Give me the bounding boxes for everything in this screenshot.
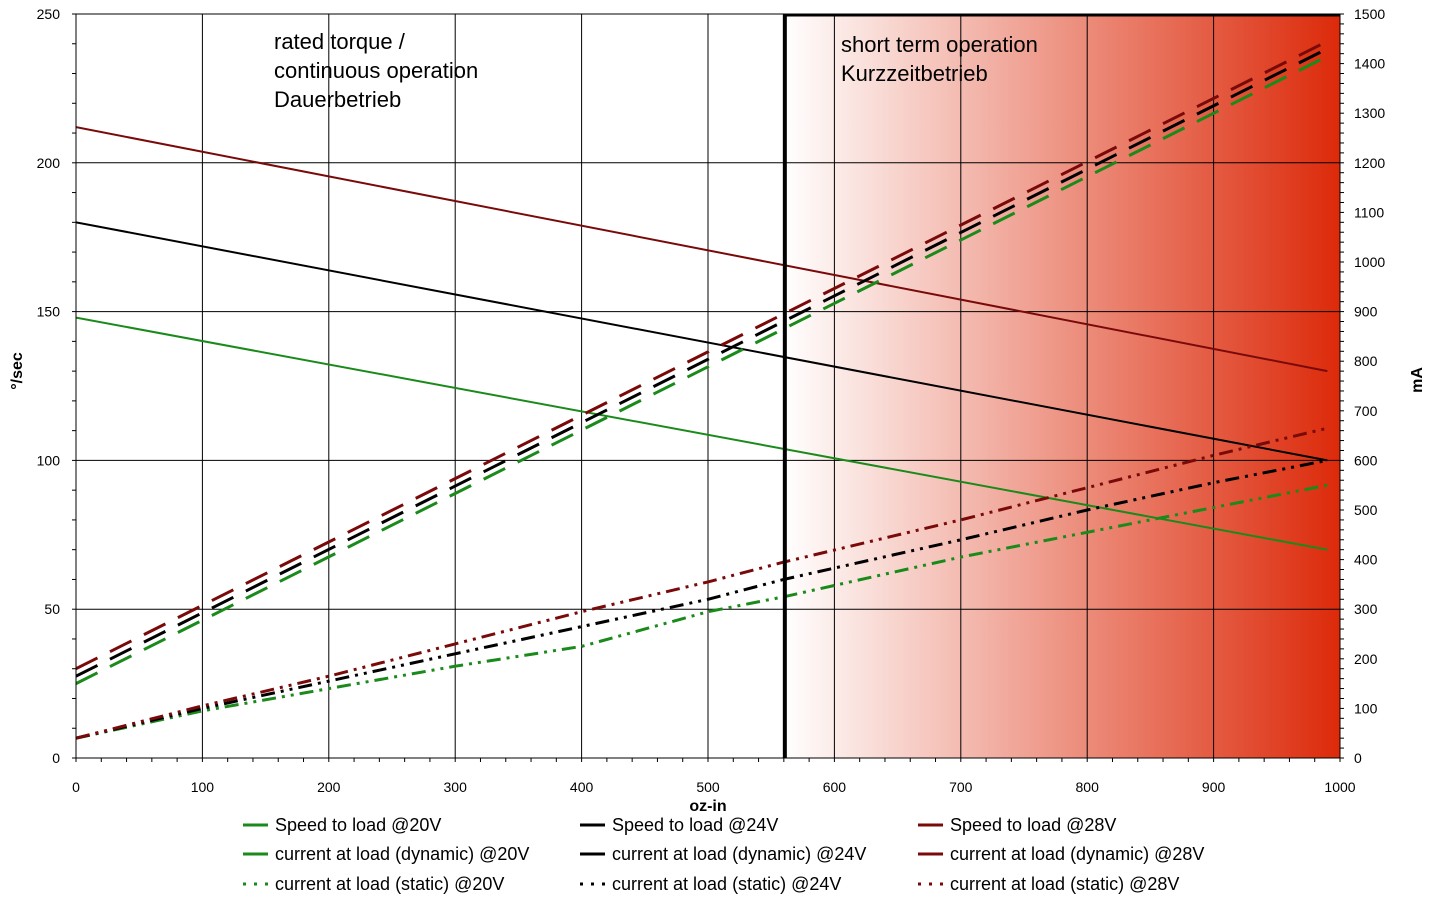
- series-line: [76, 426, 1328, 740]
- x-tick-label: 200: [317, 779, 341, 795]
- series-line: [76, 316, 1328, 551]
- legend-label: current at load (static) @20V: [275, 874, 504, 894]
- x-tick-label: 400: [570, 779, 594, 795]
- x-tick-label: 700: [949, 779, 973, 795]
- continuous-region-label: Dauerbetrieb: [274, 87, 401, 112]
- series-line: [76, 221, 1328, 462]
- x-tick-label: 500: [696, 779, 720, 795]
- legend-label: Speed to load @20V: [275, 815, 441, 835]
- legend-label: Speed to load @24V: [612, 815, 778, 835]
- y-tick-label: 50: [44, 601, 60, 617]
- x-tick-label: 800: [1076, 779, 1100, 795]
- y2-tick-label: 100: [1354, 700, 1378, 716]
- y2-tick-label: 800: [1354, 353, 1378, 369]
- legend-label: current at load (dynamic) @24V: [612, 844, 866, 864]
- legend-label: current at load (static) @24V: [612, 874, 841, 894]
- y2-tick-label: 700: [1354, 403, 1378, 419]
- series-line: [76, 126, 1328, 373]
- x-tick-label: 300: [444, 779, 468, 795]
- x-tick-label: 600: [823, 779, 847, 795]
- y2-tick-label: 1500: [1354, 6, 1385, 22]
- y2-tick-label: 400: [1354, 552, 1378, 568]
- y-tick-label: 0: [52, 750, 60, 766]
- y-tick-label: 250: [37, 6, 61, 22]
- x-tick-label: 1000: [1324, 779, 1355, 795]
- y2-tick-label: 0: [1354, 750, 1362, 766]
- y-tick-label: 100: [37, 452, 61, 468]
- y2-tick-label: 1000: [1354, 254, 1385, 270]
- series-line: [76, 39, 1329, 671]
- legend-label: current at load (dynamic) @20V: [275, 844, 529, 864]
- y2-tick-label: 900: [1354, 304, 1378, 320]
- y2-tick-label: 1300: [1354, 105, 1385, 121]
- legend-label: current at load (static) @28V: [950, 874, 1179, 894]
- y2-tick-label: 500: [1354, 502, 1378, 518]
- y2-tick-label: 1100: [1354, 204, 1384, 220]
- continuous-region-label: continuous operation: [274, 58, 478, 83]
- series-line: [76, 54, 1329, 685]
- y2-tick-label: 600: [1354, 452, 1378, 468]
- y2-tick-label: 1400: [1354, 56, 1385, 72]
- y2-axis-label: mA: [1409, 367, 1426, 393]
- short-term-region-label: Kurzzeitbetrieb: [841, 61, 988, 86]
- series-line: [76, 483, 1328, 740]
- x-tick-label: 100: [191, 779, 215, 795]
- short-term-region-label: short term operation: [841, 32, 1038, 57]
- y-tick-label: 200: [37, 155, 61, 171]
- series-line: [76, 458, 1328, 740]
- y-axis-label: °/sec: [9, 352, 26, 390]
- short-term-region: [783, 14, 1340, 758]
- x-axis-label: oz-in: [689, 798, 726, 815]
- continuous-region-label: rated torque /: [274, 29, 406, 54]
- series-line: [76, 47, 1329, 678]
- legend-label: Speed to load @28V: [950, 815, 1116, 835]
- x-tick-label: 900: [1202, 779, 1226, 795]
- y2-tick-label: 1200: [1354, 155, 1385, 171]
- y2-tick-label: 300: [1354, 601, 1378, 617]
- y-tick-label: 150: [37, 304, 61, 320]
- y2-tick-label: 200: [1354, 651, 1378, 667]
- legend-label: current at load (dynamic) @28V: [950, 844, 1204, 864]
- x-tick-label: 0: [72, 779, 80, 795]
